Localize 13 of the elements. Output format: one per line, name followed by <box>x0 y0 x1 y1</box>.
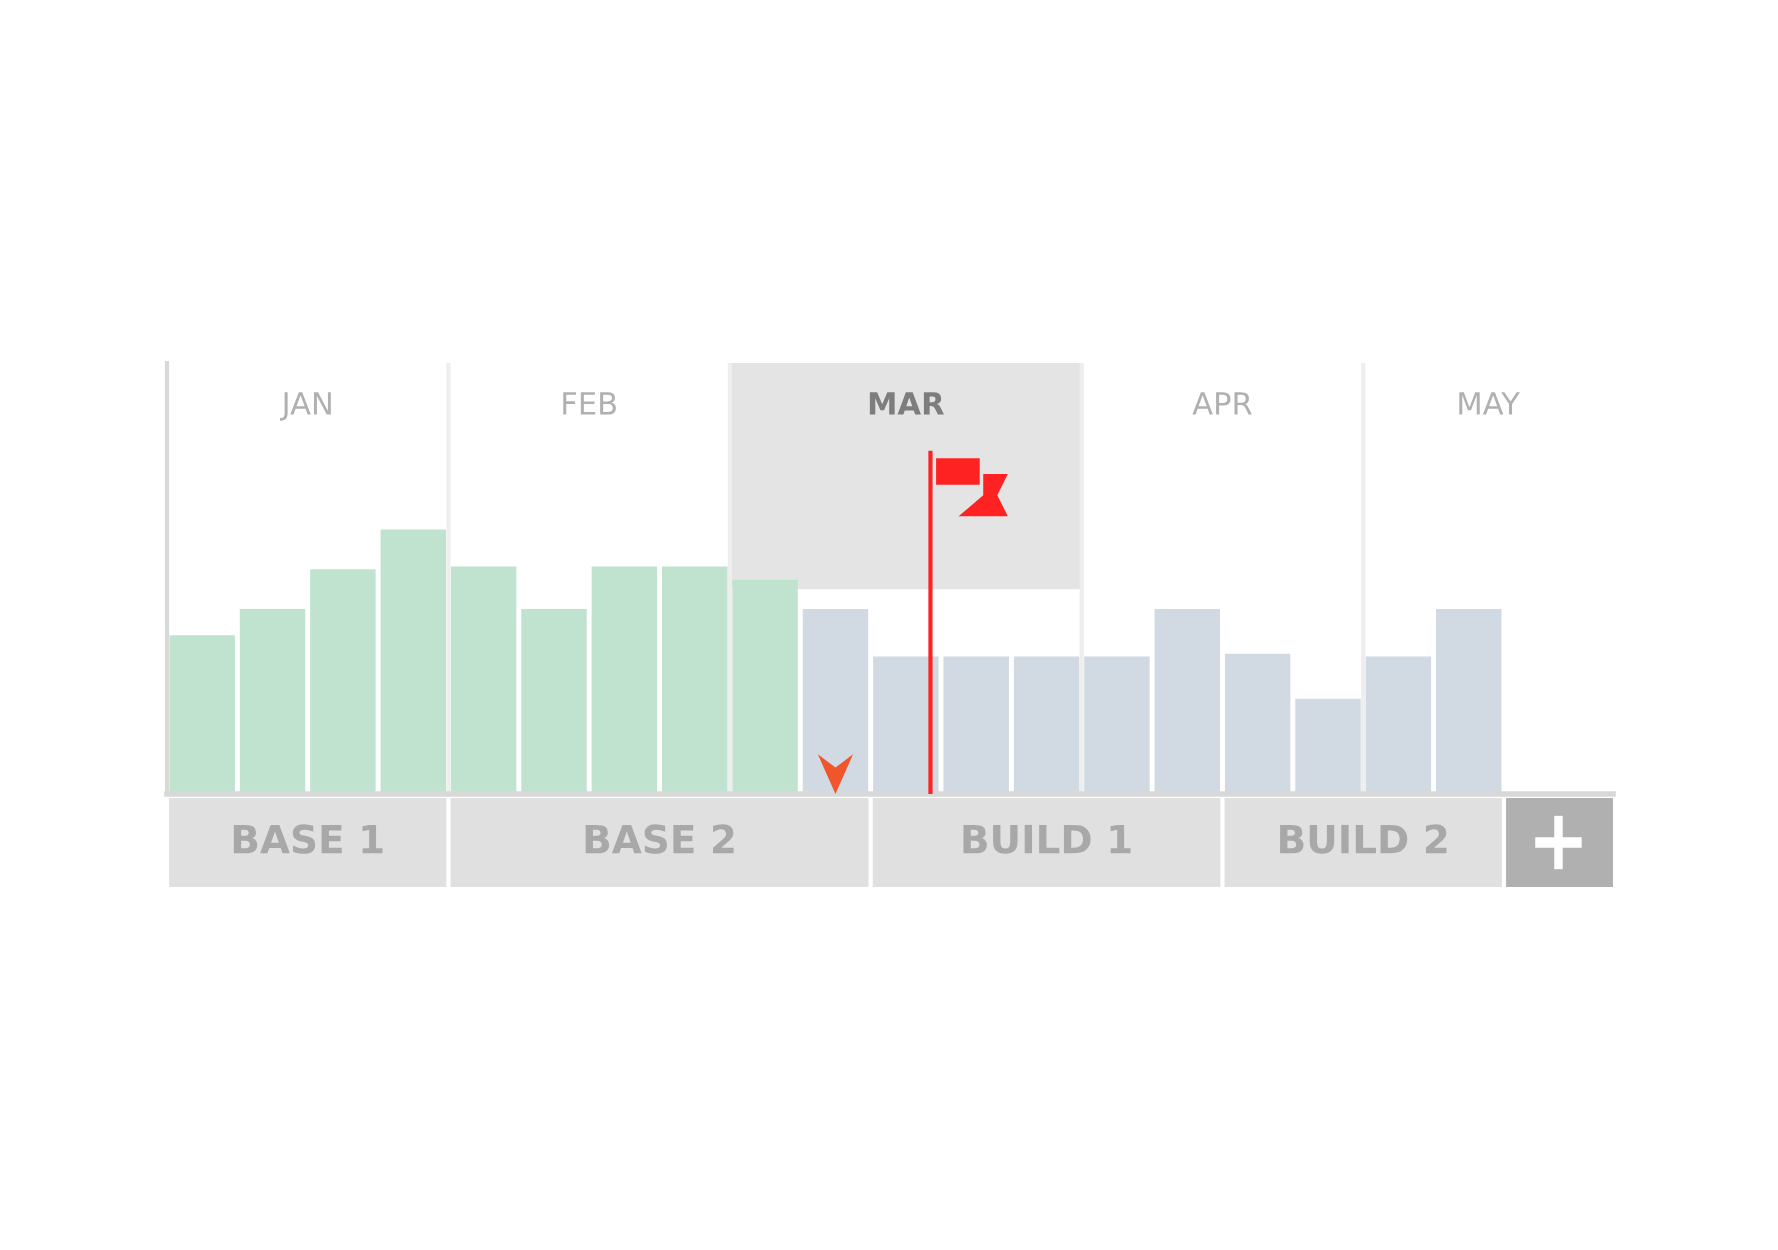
text: MAY <box>1459 392 1520 415</box>
bar <box>591 566 658 794</box>
text: JAN <box>280 392 331 421</box>
text: BASE 1 <box>233 824 383 854</box>
text: APR <box>1192 392 1252 415</box>
text: BASE 2 <box>585 824 734 854</box>
text: BUILD 2 <box>1280 824 1447 854</box>
text: BUILD 1 <box>963 824 1131 854</box>
text: FEB <box>563 392 616 415</box>
bar <box>239 608 306 794</box>
bar <box>521 608 587 794</box>
bar <box>310 569 376 794</box>
text: MAR <box>869 392 945 415</box>
